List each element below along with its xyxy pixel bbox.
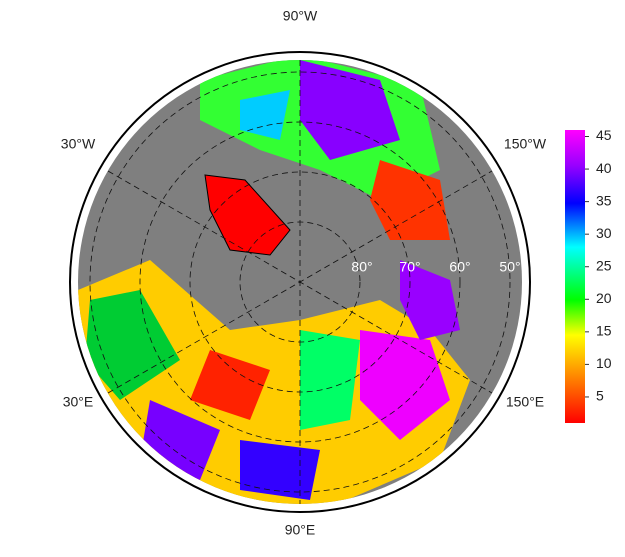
colorbar: 5 10 15 20 25 30 35 40 45 <box>565 127 612 423</box>
colorbar-tick-label: 45 <box>596 127 612 143</box>
lon-label: 150°E <box>506 394 544 410</box>
colorbar-tick-label: 20 <box>596 290 612 306</box>
colorbar-scale <box>565 130 585 423</box>
lon-label: 90°E <box>285 522 316 538</box>
colorbar-tick-label: 10 <box>596 355 612 371</box>
colorbar-tick-label: 40 <box>596 160 612 176</box>
lon-label: 30°W <box>61 136 96 152</box>
lat-label: 60° <box>449 259 470 275</box>
land-data <box>78 60 470 504</box>
lat-label: 80° <box>351 259 372 275</box>
lat-label: 70° <box>399 259 420 275</box>
colorbar-tick-label: 15 <box>596 323 612 339</box>
map: 90°W 30°W 150°W 30°E 150°E 90°E 80° 70° … <box>61 8 547 538</box>
graticule <box>89 60 511 504</box>
colorbar-tick-label: 5 <box>596 388 604 404</box>
lon-label: 90°W <box>283 8 318 24</box>
lon-label: 150°W <box>504 136 547 152</box>
lon-label: 30°E <box>63 394 94 410</box>
colorbar-tick-label: 35 <box>596 192 612 208</box>
colorbar-tick-label: 30 <box>596 225 612 241</box>
lat-label: 50° <box>499 259 520 275</box>
colorbar-tick-label: 25 <box>596 257 612 273</box>
